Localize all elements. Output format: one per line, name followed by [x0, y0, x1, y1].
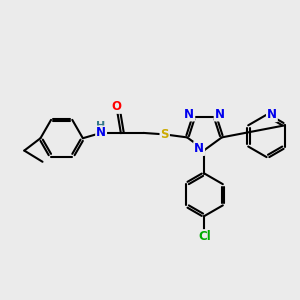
Text: O: O [111, 100, 122, 113]
Text: N: N [214, 107, 225, 121]
Text: S: S [160, 128, 169, 141]
Text: N: N [96, 126, 106, 140]
Text: H: H [97, 122, 106, 131]
Text: N: N [194, 142, 204, 155]
Text: N: N [184, 107, 194, 121]
Text: N: N [267, 108, 277, 121]
Text: Cl: Cl [198, 230, 211, 243]
